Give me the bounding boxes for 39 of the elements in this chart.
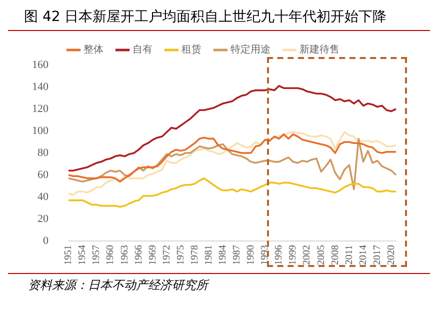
- x-tick-label: 2002: [302, 245, 313, 265]
- y-tick-label: 100: [32, 124, 49, 137]
- chart-title: 图 42 日本新屋开工户均面积自上世纪九十年代初开始下降: [8, 8, 430, 31]
- y-tick-label: 20: [38, 212, 49, 225]
- legend-label: 新建待售: [300, 44, 340, 56]
- y-tick-label: 40: [38, 190, 49, 203]
- legend-label: 租赁: [182, 44, 202, 56]
- x-tick-label: 2011: [344, 245, 355, 265]
- x-tick-label: 1984: [218, 245, 229, 265]
- x-tick-label: 1999: [288, 245, 299, 265]
- x-tick-label: 1972: [161, 245, 172, 265]
- x-tick-label: 2008: [330, 245, 341, 265]
- x-tick-label: 1951: [63, 245, 74, 265]
- x-tick-label: 1978: [189, 245, 200, 265]
- y-tick-label: 140: [32, 80, 49, 93]
- x-tick-label: 2020: [386, 245, 397, 265]
- legend-label: 特定用途: [230, 44, 270, 56]
- x-tick-label: 1960: [105, 245, 116, 265]
- x-tick-label: 1969: [147, 245, 158, 265]
- x-tick-label: 1966: [133, 245, 144, 265]
- x-tick-label: 1987: [232, 245, 243, 265]
- y-tick-label: 80: [38, 146, 49, 159]
- legend-label: 整体: [84, 44, 104, 56]
- text: 资料来源：日本不动产经济研究所: [28, 277, 210, 294]
- x-tick-label: 1963: [119, 245, 130, 265]
- x-tick-label: 1996: [274, 245, 285, 265]
- x-tick-label: 1990: [246, 245, 257, 265]
- x-tick-label: 1957: [91, 245, 102, 265]
- x-tick-label: 2005: [316, 245, 327, 265]
- x-tick-label: 1981: [203, 245, 214, 265]
- x-tick-label: 2017: [372, 245, 383, 265]
- y-tick-label: 0: [43, 234, 49, 247]
- x-tick-label: 1975: [175, 245, 186, 265]
- y-tick-label: 120: [32, 102, 49, 115]
- legend-label: 自有: [132, 44, 152, 56]
- x-tick-label: 1954: [77, 245, 88, 265]
- y-tick-label: 160: [32, 58, 49, 71]
- y-tick-label: 60: [38, 168, 49, 181]
- x-tick-label: 2014: [358, 245, 369, 265]
